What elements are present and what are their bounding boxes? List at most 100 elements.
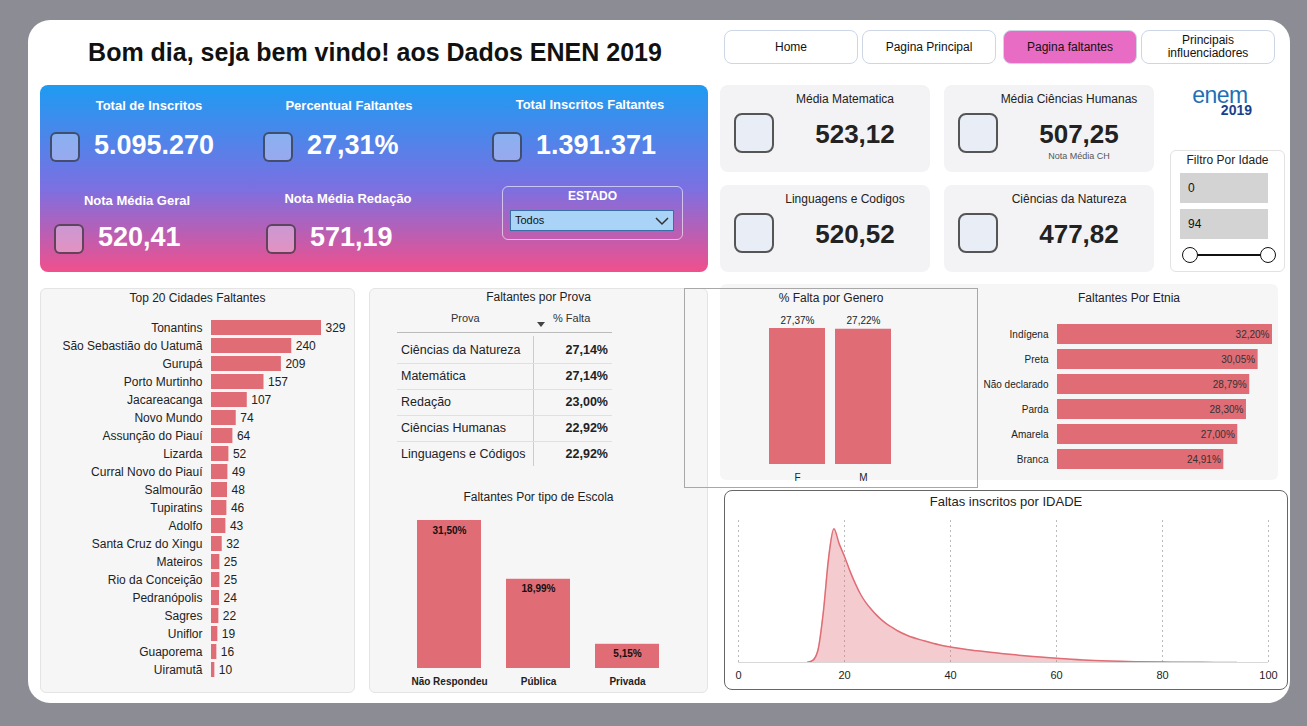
html-text:Ciências da Natureza: Ciências da Natureza <box>401 343 521 357</box>
svg-text:Salmourão: Salmourão <box>144 483 202 497</box>
svg-text:F: F <box>794 472 800 483</box>
svg-text:27,37%: 27,37% <box>781 315 815 326</box>
svg-text:43: 43 <box>230 519 244 533</box>
svg-text:Porto Murtinho: Porto Murtinho <box>124 375 203 389</box>
svg-text:M: M <box>859 472 867 483</box>
svg-text:Pública: Pública <box>521 676 557 687</box>
html-text:Filtro Por Idade: Filtro Por Idade <box>1186 153 1269 167</box>
svg-text:Assunção do Piauí: Assunção do Piauí <box>102 429 203 443</box>
html-text:1.391.371: 1.391.371 <box>536 130 657 160</box>
svg-text:46: 46 <box>231 501 245 515</box>
svg-text:30,05%: 30,05% <box>1221 354 1255 365</box>
svg-text:32: 32 <box>226 537 240 551</box>
svg-text:64: 64 <box>237 429 251 443</box>
html-text:571,19: 571,19 <box>310 222 393 252</box>
svg-text:10: 10 <box>219 663 233 677</box>
svg-text:Parda: Parda <box>1022 404 1049 415</box>
html-text:520,52: 520,52 <box>815 219 895 249</box>
svg-text:80: 80 <box>1156 669 1168 681</box>
svg-text:Rio da Conceição: Rio da Conceição <box>108 573 203 587</box>
svg-text:240: 240 <box>296 339 316 353</box>
svg-text:40: 40 <box>944 669 956 681</box>
svg-text:Curral Novo do Piauí: Curral Novo do Piauí <box>91 465 203 479</box>
svg-text:Indígena: Indígena <box>1010 329 1049 340</box>
svg-text:Gurupá: Gurupá <box>162 357 202 371</box>
svg-text:Amarela: Amarela <box>1011 429 1049 440</box>
html-text:2019: 2019 <box>1220 102 1252 118</box>
svg-text:100: 100 <box>1259 669 1277 681</box>
svg-text:52: 52 <box>233 447 247 461</box>
svg-text:209: 209 <box>285 357 305 371</box>
html-text:Bom dia, seja bem vindo! aos D: Bom dia, seja bem vindo! aos Dados ENEN … <box>88 38 662 66</box>
html-text:Percentual Faltantes: Percentual Faltantes <box>285 98 413 113</box>
svg-text:24,91%: 24,91% <box>1187 454 1221 465</box>
svg-text:19: 19 <box>222 627 236 641</box>
svg-text:Jacareacanga: Jacareacanga <box>127 393 203 407</box>
svg-text:22: 22 <box>223 609 237 623</box>
svg-text:32,20%: 32,20% <box>1236 329 1270 340</box>
svg-text:Não declarado: Não declarado <box>983 379 1048 390</box>
html-text:ESTADO: ESTADO <box>567 189 618 203</box>
svg-text:Branca: Branca <box>1017 454 1049 465</box>
svg-text:Tonantins: Tonantins <box>151 321 202 335</box>
svg-text:107: 107 <box>251 393 271 407</box>
svg-text:Sagres: Sagres <box>164 609 202 623</box>
svg-text:28,30%: 28,30% <box>1210 404 1244 415</box>
html-text:Principais influenciadores: Principais influenciadores <box>1167 33 1249 60</box>
html-text:523,12: 523,12 <box>815 119 895 149</box>
html-text:Linguagens e Codigos: Linguagens e Codigos <box>785 192 905 206</box>
svg-text:Santa Cruz do Xingu: Santa Cruz do Xingu <box>92 537 203 551</box>
html-text:Pagina Principal: Pagina Principal <box>885 39 973 54</box>
svg-text:27,22%: 27,22% <box>847 315 881 326</box>
svg-text:25: 25 <box>224 573 238 587</box>
html-text:520,41: 520,41 <box>98 222 181 252</box>
html-text:Total de Inscritos: Total de Inscritos <box>95 98 203 113</box>
svg-text:24: 24 <box>224 591 238 605</box>
html-text:Média Matematica: Média Matematica <box>796 92 894 106</box>
svg-text:Lizarda: Lizarda <box>163 447 203 461</box>
html-text:Nota Média Geral: Nota Média Geral <box>83 193 191 208</box>
svg-text:Não Respondeu: Não Respondeu <box>411 676 487 687</box>
svg-text:Tupiratins: Tupiratins <box>150 501 202 515</box>
html-text:Nota Média Redação: Nota Média Redação <box>284 191 412 206</box>
svg-text:São Sebastião do Uatumã: São Sebastião do Uatumã <box>62 339 202 353</box>
html-text:Média Ciências Humanas: Média Ciências Humanas <box>1000 92 1138 106</box>
html-text:5.095.270: 5.095.270 <box>94 130 215 160</box>
svg-text:60: 60 <box>1050 669 1062 681</box>
html-text:Total Inscritos Faltantes: Total Inscritos Faltantes <box>515 97 665 112</box>
html-text:94: 94 <box>1188 217 1202 231</box>
svg-text:Privada: Privada <box>609 676 646 687</box>
svg-text:Uniflor: Uniflor <box>168 627 203 641</box>
html-text:Faltas inscritos por IDADE: Faltas inscritos por IDADE <box>929 494 1083 509</box>
svg-text:48: 48 <box>232 483 246 497</box>
svg-text:Pedranópolis: Pedranópolis <box>132 591 202 605</box>
svg-text:Adolfo: Adolfo <box>168 519 202 533</box>
svg-text:20: 20 <box>838 669 850 681</box>
svg-text:25: 25 <box>224 555 238 569</box>
svg-text:157: 157 <box>268 375 288 389</box>
svg-text:329: 329 <box>326 321 346 335</box>
svg-text:Guaporema: Guaporema <box>139 645 203 659</box>
html-text:507,25: 507,25 <box>1039 119 1119 149</box>
html-text:enem: enem <box>1192 82 1248 108</box>
svg-text:28,79%: 28,79% <box>1213 379 1247 390</box>
html-text:27,31%: 27,31% <box>307 130 399 160</box>
svg-text:27,00%: 27,00% <box>1201 429 1235 440</box>
svg-text:16: 16 <box>221 645 235 659</box>
svg-text:Preta: Preta <box>1025 354 1049 365</box>
svg-text:31,50%: 31,50% <box>433 525 467 536</box>
html-text:27,14%: 27,14% <box>565 343 608 357</box>
svg-text:Uiramutã: Uiramutã <box>154 663 203 677</box>
svg-text:49: 49 <box>232 465 246 479</box>
svg-text:5,15%: 5,15% <box>613 648 641 659</box>
html-text:Ciências da Natureza: Ciências da Natureza <box>1011 192 1127 206</box>
svg-text:Novo Mundo: Novo Mundo <box>134 411 202 425</box>
html-text:Faltantes por Prova: Faltantes por Prova <box>486 290 591 304</box>
svg-text:74: 74 <box>240 411 254 425</box>
html-text:Home: Home <box>775 39 807 54</box>
svg-text:18,99%: 18,99% <box>522 583 556 594</box>
html-text:Pagina faltantes: Pagina faltantes <box>1027 39 1113 54</box>
html-text:477,82: 477,82 <box>1039 219 1119 249</box>
svg-text:0: 0 <box>735 669 741 681</box>
svg-text:Mateiros: Mateiros <box>156 555 202 569</box>
